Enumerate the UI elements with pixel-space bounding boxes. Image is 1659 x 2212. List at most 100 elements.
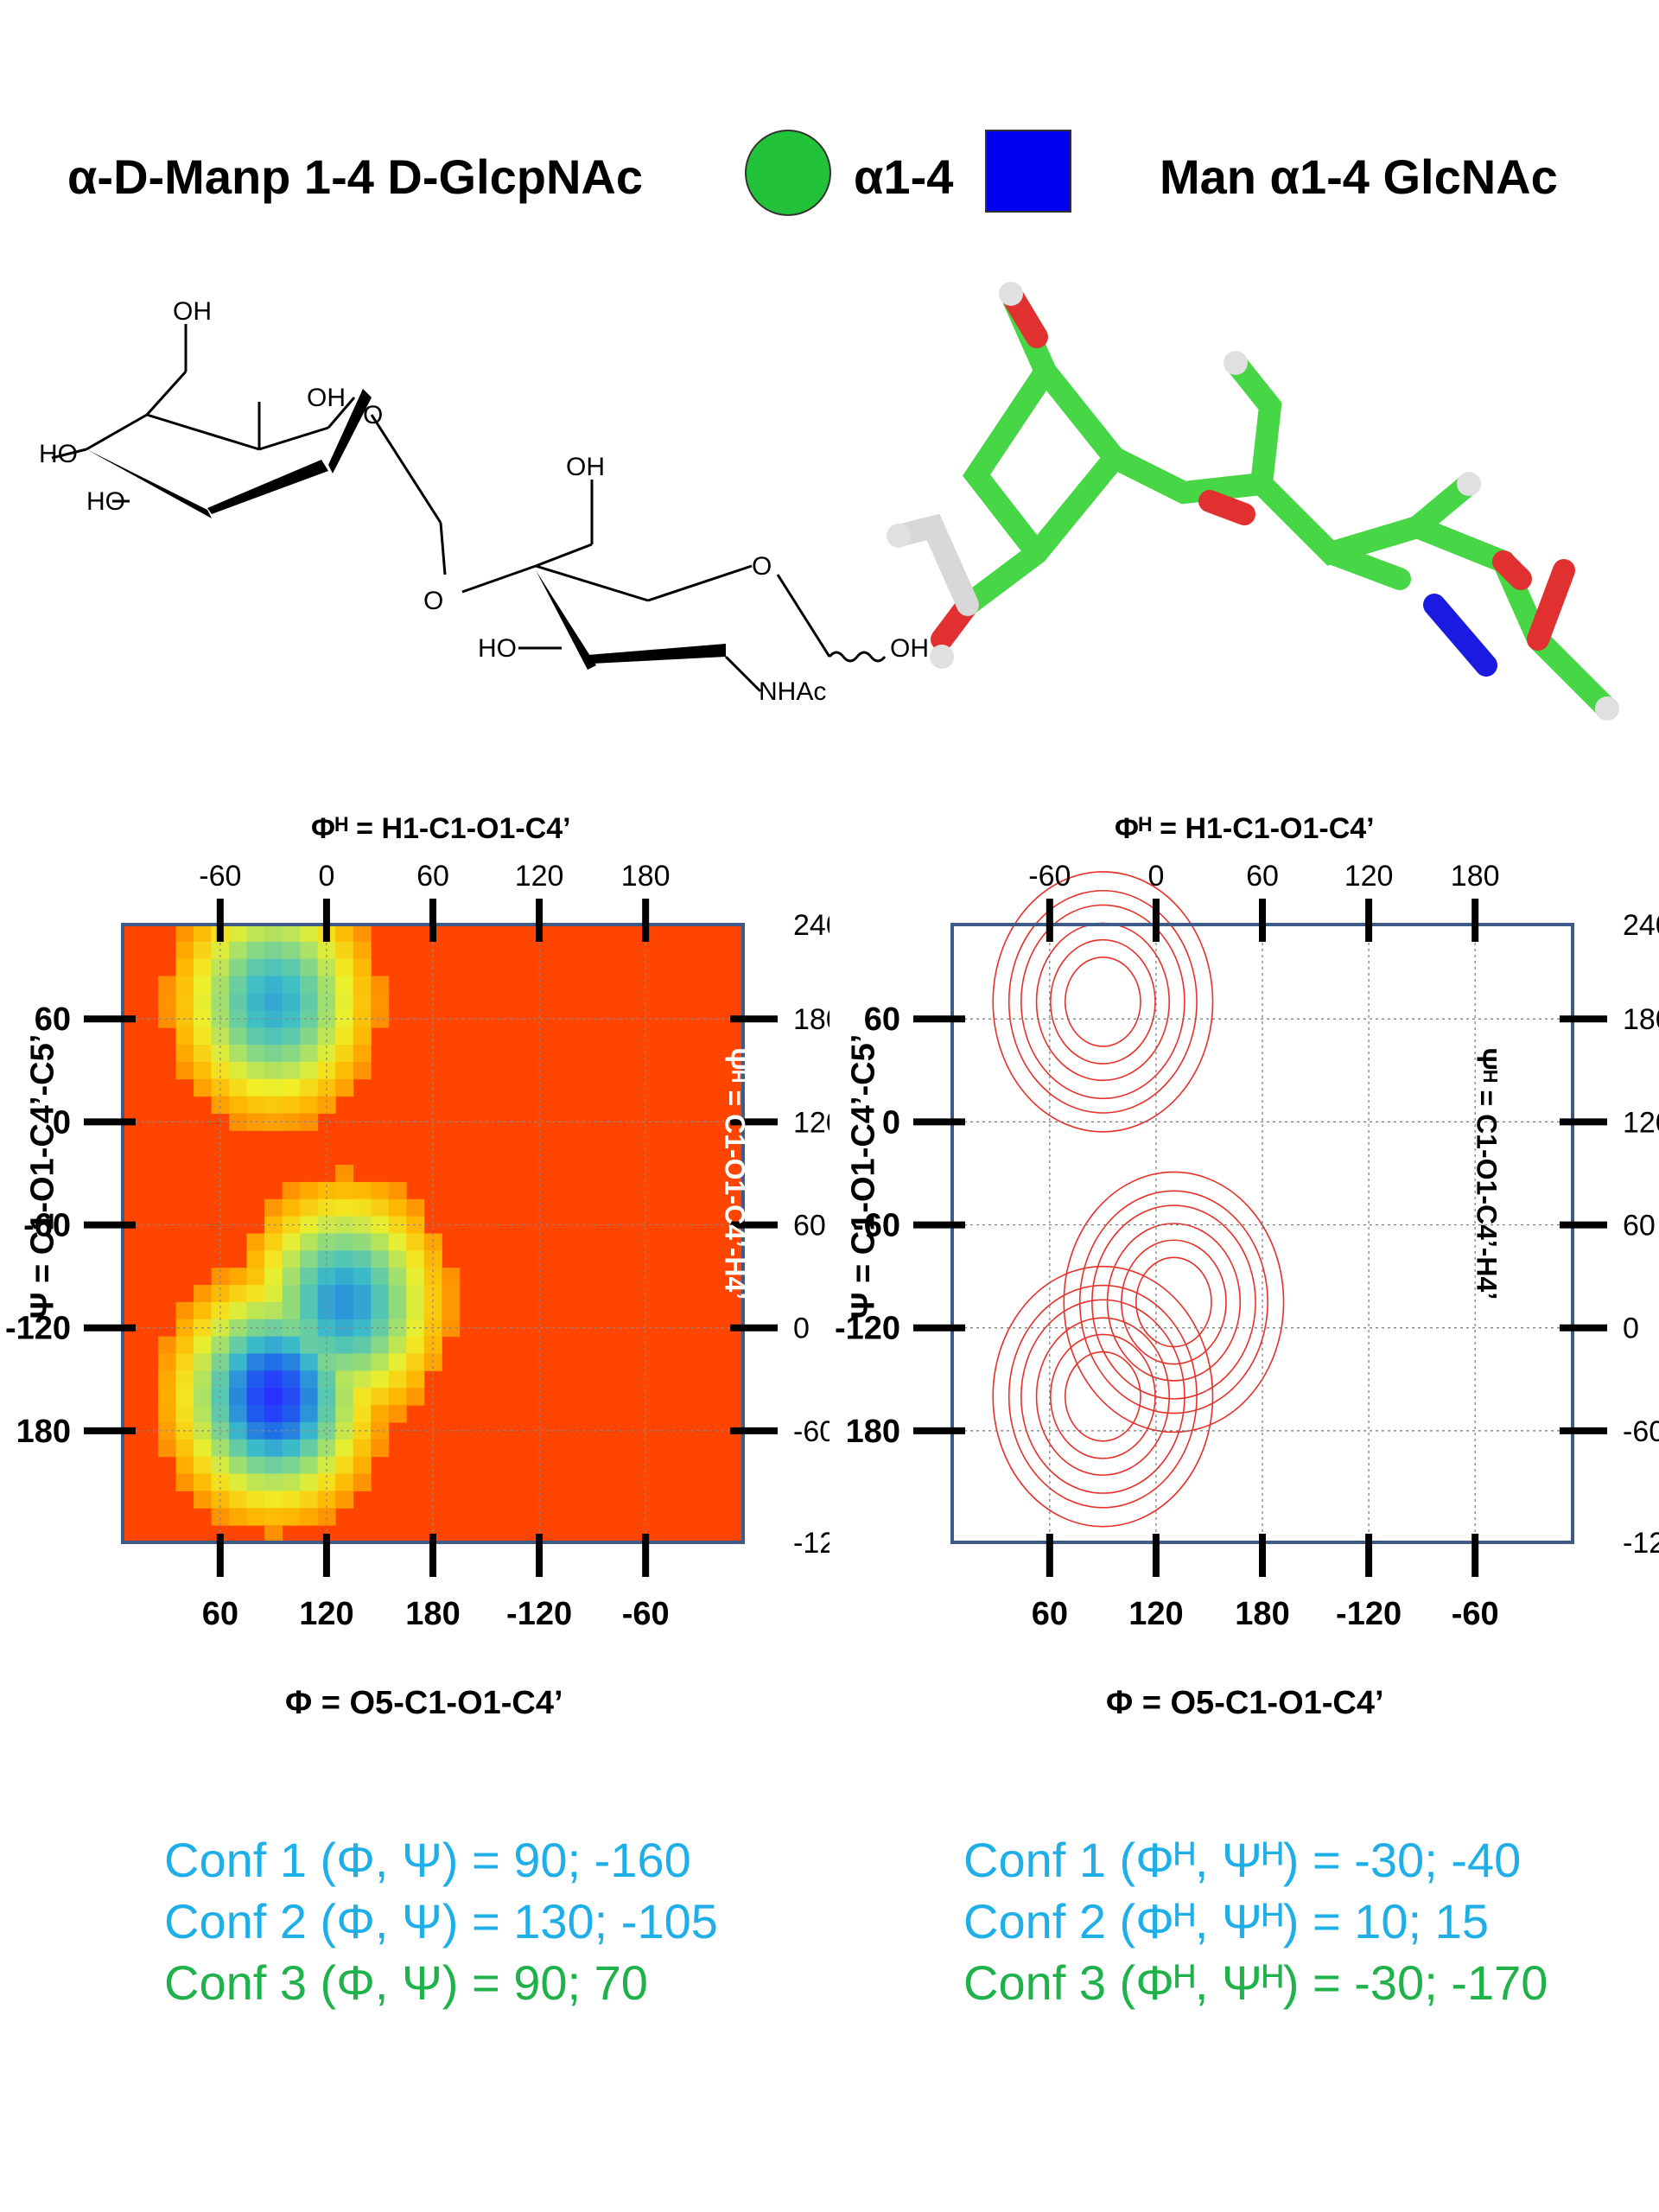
heatmap-cell [229,1096,248,1114]
heatmap-cell [406,1336,425,1355]
heatmap-cell [175,1061,194,1080]
left-conformations: Conf 1 (Φ, Ψ) = 90; -160 Conf 2 (Φ, Ψ) =… [164,1832,718,2011]
ring-o-label: O [363,401,383,429]
heatmap-cell [300,958,319,977]
right-tick-label: -120 [1623,1527,1659,1560]
heatmap-cell [300,1491,319,1509]
top-tick-label: 0 [318,860,334,893]
heatmap-cell [246,958,265,977]
heatmap-cell [246,1285,265,1303]
heatmap-cell [246,1268,265,1286]
heatmap-cell [353,1233,372,1251]
heatmap-cell [264,1285,283,1303]
heatmap-cell [282,1319,301,1338]
conf-1-phi-psi: Conf 1 (Φ, Ψ) = 90; -160 [164,1833,691,1887]
right-tick-label: -120 [793,1527,830,1560]
heatmap-cell [229,958,248,977]
heatmap-cell [300,1078,319,1097]
heatmap-cell [371,1216,390,1234]
contour-line [1106,1223,1242,1382]
y-tick-label: -60 [23,1208,71,1244]
heatmap-cell [158,976,177,994]
heatmap-cell [300,1250,319,1268]
contour-line [1135,1256,1212,1348]
contour-line [1064,956,1141,1047]
contour-lines [992,871,1285,1528]
heatmap-cell [300,1198,319,1217]
heatmap-cell [282,1010,301,1028]
heatmap-cell [194,1301,213,1320]
heatmap-cell [442,1285,461,1303]
heatmap-cell [335,941,354,960]
heatmap-cell [264,1216,283,1234]
ho-label: HO [478,634,517,663]
heatmap-cell [246,1491,265,1509]
right-tick-label: -60 [793,1415,830,1448]
heatmap-cell [406,1388,425,1406]
heatmap-cell [406,1233,425,1251]
heatmap-cell [264,1301,283,1320]
heatmap-cell [264,1233,283,1251]
heatmap-cell [175,958,194,977]
right-conformations: Conf 1 (Φᴴ, Ψᴴ) = -30; -40 Conf 2 (Φᴴ, Ψ… [963,1832,1548,2011]
heatmap-cell [335,1405,354,1423]
heatmap-cell [282,1405,301,1423]
heatmap-cell [317,1336,336,1355]
contour-plot: 60 120 180 -120 -60 -60 0 60 120 180 60 0 -60 -120 180… [835,860,1659,1632]
heatmap-cell [300,1508,319,1526]
heatmap-cell [282,1439,301,1458]
heatmap-cell [317,1421,336,1440]
heatmap-cell [282,958,301,977]
heatmap-cell [229,993,248,1011]
heatmap-cell [353,1061,372,1080]
heatmap-cell [371,1370,390,1389]
heatmap-cell [335,1045,354,1063]
heatmap-cell [194,1388,213,1406]
heatmap-cell [246,1250,265,1268]
bottom-axis-title: Φ = O5-C1-O1-C4’ [1106,1685,1384,1721]
heatmap-cell [264,1353,283,1371]
mannose-circle-icon [745,130,831,216]
right-tick-label: 240 [793,909,830,942]
heatmap-cell [264,925,283,943]
heatmap-cell [388,1250,407,1268]
contour-line [992,871,1214,1133]
heatmap-cell [300,1456,319,1475]
heatmap-cell [264,1319,283,1338]
heatmap-cell [264,1096,283,1114]
heatmap-cell [282,1181,301,1200]
top-tick-label: -60 [1028,860,1071,893]
left-axis-title: Ψ = C1-O1-C4’-C5’ [24,1033,61,1319]
top-tick-label: 120 [1344,860,1394,893]
heatmap-cell [353,941,372,960]
heatmap-cell [158,1388,177,1406]
heatmap-cell [194,925,213,943]
heatmap-cell [335,1268,354,1286]
heatmap-cell [282,1473,301,1491]
right-tick-label: 60 [793,1210,826,1243]
heatmap-cell [282,941,301,960]
heatmap-cell [388,1319,407,1338]
heatmap-cell [388,1336,407,1355]
heatmap-cell [175,976,194,994]
heatmap-cell [282,1061,301,1080]
x-tick-label: -120 [1336,1596,1402,1632]
heatmap-cell [300,1388,319,1406]
heatmap-cell [264,1508,283,1526]
heatmap-cell [388,1216,407,1234]
heatmap-cell [175,1045,194,1063]
heatmap-cell [300,1285,319,1303]
heatmap-cell [229,1370,248,1389]
heatmap-cell [175,941,194,960]
heatmap-cell [229,1027,248,1046]
heatmap-cell [282,1198,301,1217]
heatmap-cell [264,958,283,977]
heatmap-cell [194,1439,213,1458]
heatmap-cell [371,1285,390,1303]
heatmap-cell [246,976,265,994]
heatmap-cell [229,1439,248,1458]
heatmap-cell [229,1268,248,1286]
heatmap-cell [194,993,213,1011]
heatmap-cell [264,1370,283,1389]
heatmap-cell [264,1388,283,1406]
